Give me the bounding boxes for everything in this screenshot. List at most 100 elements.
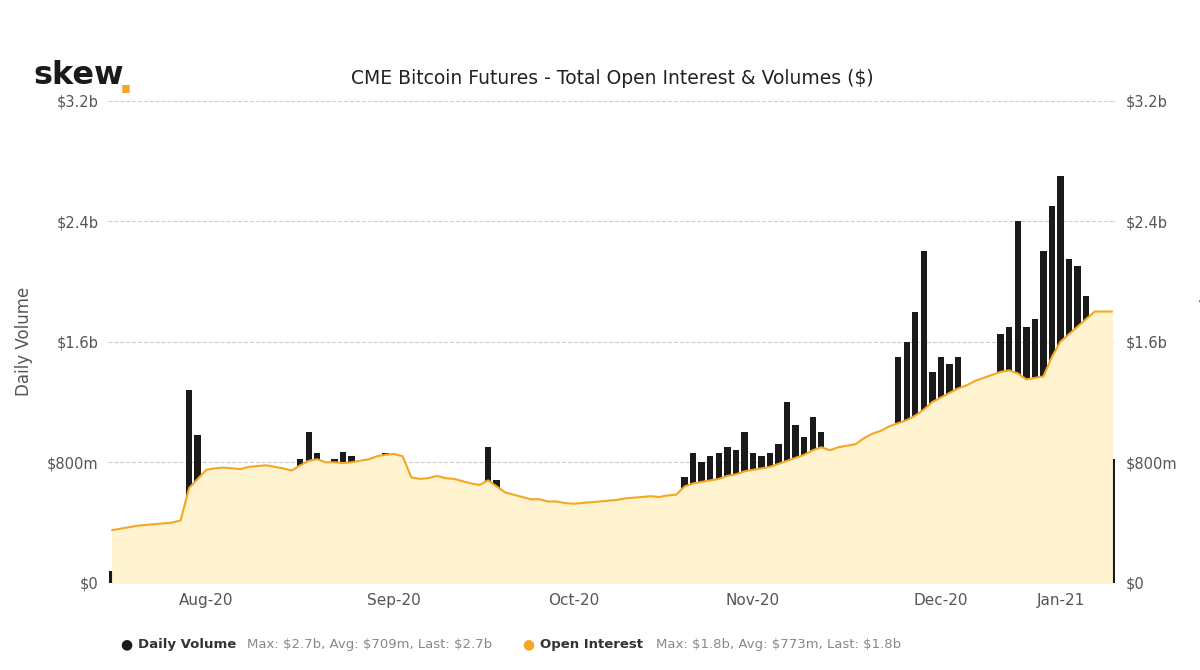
Bar xyxy=(340,452,346,583)
Bar xyxy=(246,484,252,583)
Bar xyxy=(758,456,764,583)
Bar xyxy=(520,536,526,583)
Bar xyxy=(904,342,910,583)
Bar xyxy=(280,513,287,583)
Bar xyxy=(630,532,636,583)
Bar xyxy=(1014,221,1021,583)
Bar xyxy=(536,537,542,583)
Bar xyxy=(1092,455,1098,583)
Bar xyxy=(920,251,928,583)
Bar xyxy=(827,477,833,583)
Bar xyxy=(1040,251,1046,583)
Bar xyxy=(852,468,859,583)
Bar xyxy=(314,453,320,583)
Y-axis label: Open Interest: Open Interest xyxy=(1198,285,1200,399)
Bar xyxy=(638,529,646,583)
Bar xyxy=(186,390,192,583)
Text: Max: $2.7b, Avg: $709m, Last: $2.7b: Max: $2.7b, Avg: $709m, Last: $2.7b xyxy=(247,638,492,651)
Bar xyxy=(724,448,731,583)
Bar xyxy=(211,474,218,583)
Bar xyxy=(485,448,491,583)
Bar xyxy=(365,468,372,583)
Bar xyxy=(818,432,824,583)
Bar xyxy=(895,356,901,583)
Bar xyxy=(109,571,115,583)
Bar xyxy=(707,456,714,583)
Bar xyxy=(288,520,295,583)
Bar xyxy=(947,364,953,583)
Bar xyxy=(271,508,277,583)
Bar xyxy=(989,453,995,583)
Bar xyxy=(596,537,602,583)
Bar xyxy=(647,537,654,583)
Bar xyxy=(203,477,210,583)
Bar xyxy=(980,456,986,583)
Bar xyxy=(510,533,517,583)
Bar xyxy=(929,372,936,583)
Bar xyxy=(169,553,175,583)
Bar xyxy=(1100,465,1106,583)
Bar xyxy=(238,477,244,583)
Bar xyxy=(126,567,132,583)
Bar xyxy=(878,440,884,583)
Text: ●: ● xyxy=(522,638,534,651)
Bar xyxy=(964,462,970,583)
Bar xyxy=(673,532,679,583)
Text: Open Interest: Open Interest xyxy=(540,638,643,651)
Bar xyxy=(1032,319,1038,583)
Bar xyxy=(733,450,739,583)
Bar xyxy=(408,508,414,583)
Bar xyxy=(698,462,704,583)
Bar xyxy=(331,460,337,583)
Bar xyxy=(254,498,260,583)
Bar xyxy=(792,425,799,583)
Bar xyxy=(468,523,474,583)
Bar xyxy=(802,437,808,583)
Bar xyxy=(810,417,816,583)
Bar xyxy=(374,460,380,583)
Bar xyxy=(451,505,457,583)
Bar xyxy=(775,444,781,583)
Bar xyxy=(750,453,756,583)
Bar xyxy=(588,542,594,583)
Bar xyxy=(767,453,773,583)
Bar xyxy=(1109,460,1115,583)
Bar xyxy=(348,456,355,583)
Text: skew: skew xyxy=(34,60,125,91)
Bar xyxy=(784,402,791,583)
Bar xyxy=(613,541,619,583)
Bar xyxy=(443,508,449,583)
Bar xyxy=(460,511,466,583)
Bar xyxy=(306,432,312,583)
Bar xyxy=(553,539,559,583)
Bar xyxy=(869,441,876,583)
Bar xyxy=(682,477,688,583)
Bar xyxy=(323,465,329,583)
Bar xyxy=(937,356,944,583)
Bar xyxy=(578,541,586,583)
Bar xyxy=(1006,327,1013,583)
Bar xyxy=(570,544,577,583)
Bar xyxy=(416,513,424,583)
Bar xyxy=(263,511,269,583)
Bar xyxy=(844,472,850,583)
Bar xyxy=(391,460,397,583)
Bar xyxy=(1057,176,1063,583)
Text: Max: $1.8b, Avg: $773m, Last: $1.8b: Max: $1.8b, Avg: $773m, Last: $1.8b xyxy=(656,638,901,651)
Bar xyxy=(502,530,509,583)
Bar xyxy=(528,539,534,583)
Bar xyxy=(118,560,124,583)
Bar xyxy=(860,448,868,583)
Bar xyxy=(1066,259,1073,583)
Bar xyxy=(356,465,364,583)
Bar xyxy=(742,432,748,583)
Bar xyxy=(178,549,184,583)
Bar xyxy=(229,486,235,583)
Bar xyxy=(835,474,841,583)
Bar xyxy=(622,535,628,583)
Bar xyxy=(545,541,551,583)
Bar xyxy=(1082,296,1090,583)
Bar xyxy=(562,542,569,583)
Bar xyxy=(194,436,200,583)
Bar xyxy=(298,460,304,583)
